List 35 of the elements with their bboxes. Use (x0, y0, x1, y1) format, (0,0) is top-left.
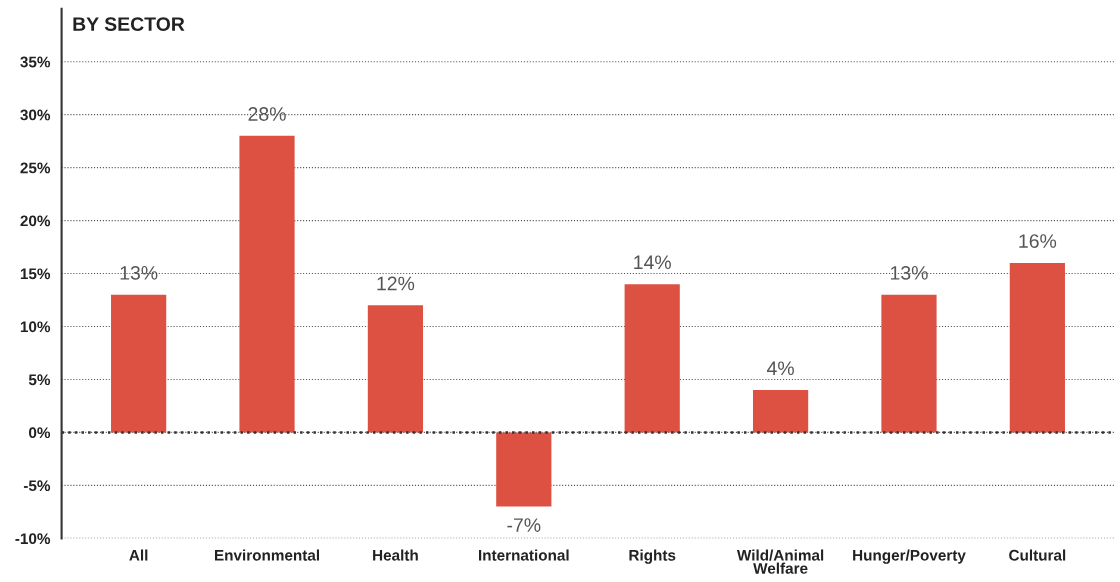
bar (239, 135, 295, 433)
y-tick-label: 10% (20, 321, 51, 333)
data-label: 13% (891, 266, 928, 280)
bar (367, 305, 424, 433)
y-tick-label: 35% (20, 56, 51, 68)
bar (1009, 262, 1065, 433)
bar (624, 284, 680, 433)
data-label: 16% (1019, 234, 1057, 248)
y-tick-label: 0% (29, 427, 51, 439)
x-tick-label: Hunger/Poverty (853, 549, 966, 564)
chart-title: BY SECTOR (73, 17, 185, 31)
x-tick-label: Rights (629, 549, 676, 564)
bar (881, 294, 937, 433)
data-label: 14% (634, 255, 671, 270)
x-tick-label: Environmental (214, 549, 319, 561)
y-tick-label: 20% (20, 215, 51, 227)
x-tick-label: Health (373, 549, 418, 561)
y-tick-label: -10% (15, 533, 51, 545)
x-tick-label: Wild/Animal Welfare (736, 549, 824, 574)
x-tick-label: All (129, 549, 148, 561)
y-tick-label: 15% (20, 268, 51, 280)
y-tick-label: 25% (20, 162, 51, 174)
data-label: -7% (507, 518, 541, 532)
y-tick-label: 30% (20, 109, 51, 121)
data-label: 12% (377, 276, 415, 291)
x-tick-label: Cultural (1009, 549, 1066, 561)
y-tick-label: -5% (23, 480, 51, 492)
x-tick-label: International (478, 549, 569, 561)
data-label: 28% (248, 107, 286, 121)
data-label: 13% (120, 266, 158, 280)
data-label: 4% (766, 361, 794, 376)
y-tick-label: 5% (28, 374, 51, 386)
bar (752, 390, 809, 433)
bar (111, 294, 167, 433)
bar (496, 432, 552, 507)
